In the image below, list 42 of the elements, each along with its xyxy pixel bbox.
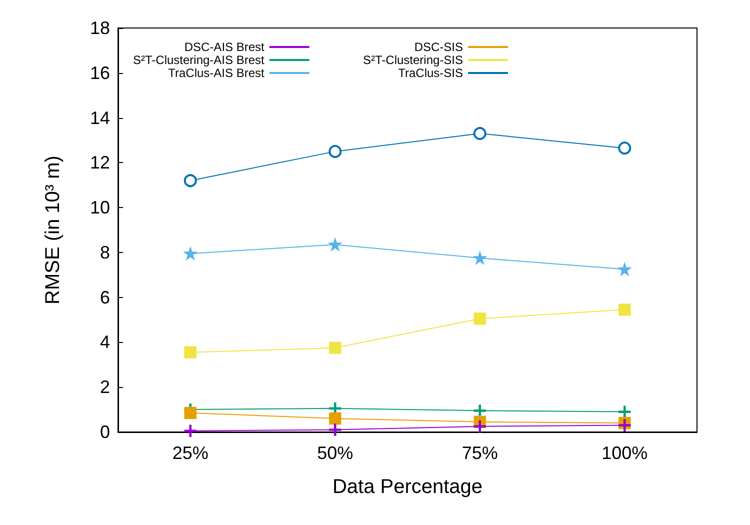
x-tick-label: 25% — [172, 443, 208, 463]
y-tick-label: 14 — [90, 108, 110, 128]
point — [329, 412, 342, 425]
point — [474, 252, 486, 264]
y-tick-label: 2 — [100, 377, 110, 398]
point — [618, 406, 631, 418]
y-tick-label: 18 — [90, 18, 110, 38]
point — [329, 238, 342, 251]
legend-label: S²T-Clustering-SIS — [362, 53, 464, 67]
y-tick-label: 12 — [90, 152, 110, 173]
point — [474, 312, 486, 325]
point — [618, 419, 631, 432]
point — [184, 346, 196, 358]
point — [329, 342, 342, 354]
point — [328, 144, 342, 158]
point — [184, 247, 196, 260]
legend-label: TraClus-AIS Brest — [168, 66, 266, 80]
y-tick-label: 10 — [90, 198, 110, 218]
legend-label: TraClus-SIS — [398, 66, 464, 80]
point — [184, 424, 196, 437]
legend-label: S²T-Clustering-AIS Brest — [132, 53, 266, 67]
x-tick-label: 100% — [602, 443, 648, 463]
legend-label: DSC-AIS Brest — [184, 40, 266, 54]
point — [184, 174, 197, 188]
point — [474, 404, 486, 417]
point — [618, 263, 631, 276]
y-tick-label: 16 — [90, 62, 110, 83]
point — [618, 142, 632, 155]
y-tick-label: 4 — [100, 332, 110, 352]
x-axis-title: Data Percentage — [332, 476, 483, 498]
y-axis-title: RMSE (in 10³ m) — [42, 156, 64, 304]
x-tick-label: 75% — [462, 443, 498, 463]
point — [473, 126, 486, 140]
y-tick-label: 6 — [100, 287, 110, 308]
point — [618, 304, 631, 316]
y-tick-label: 8 — [100, 242, 110, 262]
point — [329, 424, 342, 436]
point — [184, 406, 196, 420]
legend-label: DSC-SIS — [414, 40, 464, 54]
point — [474, 420, 486, 432]
x-tick-label: 50% — [317, 443, 354, 463]
y-tick-label: 0 — [100, 422, 110, 442]
